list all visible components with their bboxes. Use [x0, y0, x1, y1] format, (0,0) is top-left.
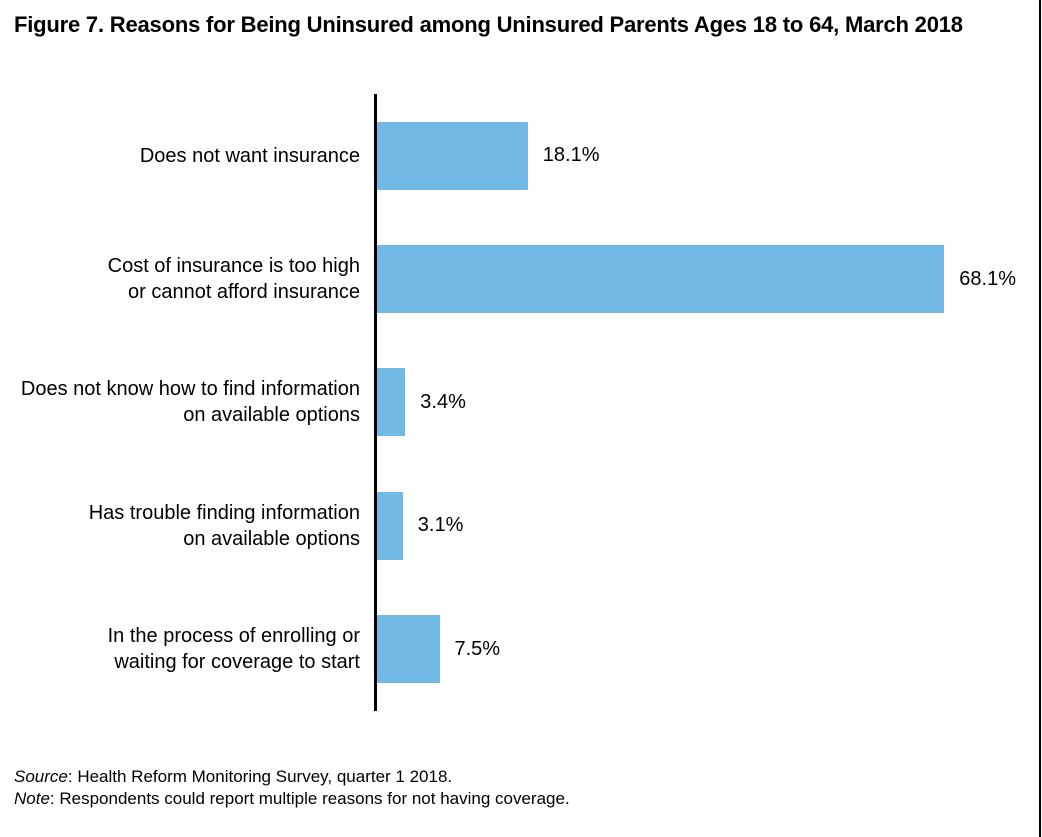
chart-row: Has trouble finding information on avail…: [0, 464, 1038, 587]
bar: [377, 615, 440, 684]
source-line: Source: Health Reform Monitoring Survey,…: [14, 766, 570, 788]
category-label: Does not know how to find information on…: [20, 378, 360, 427]
value-label: 18.1%: [542, 144, 600, 167]
value-label: 7.5%: [454, 637, 501, 660]
figure-footer: Source: Health Reform Monitoring Survey,…: [14, 766, 570, 810]
category-label: Has trouble finding information on avail…: [88, 501, 360, 550]
value-label: 3.4%: [420, 390, 466, 413]
bar-strip: 7.5%: [377, 588, 500, 711]
chart-row: Cost of insurance is too high or cannot …: [0, 217, 1038, 340]
bar-strip: 18.1%: [377, 94, 600, 217]
category-label: In the process of enrolling or waiting f…: [107, 625, 360, 674]
value-label: 68.1%: [959, 267, 1017, 290]
chart-row: Does not know how to find information on…: [0, 341, 1038, 464]
figure-title: Figure 7. Reasons for Being Uninsured am…: [14, 12, 963, 37]
category-label: Cost of insurance is too high or cannot …: [107, 255, 360, 304]
source-text: : Health Reform Monitoring Survey, quart…: [67, 767, 453, 786]
note-text: : Respondents could report multiple reas…: [49, 789, 570, 808]
bar-strip: 3.4%: [377, 341, 466, 464]
value-label: 3.1%: [417, 514, 464, 537]
page-right-border: [1039, 0, 1041, 837]
note-line: Note: Respondents could report multiple …: [14, 788, 570, 810]
chart-row: Does not want insurance 18.1%: [0, 94, 1038, 217]
bar-strip: 3.1%: [377, 464, 463, 587]
bar: [377, 368, 406, 437]
bar: [377, 245, 945, 314]
bar: [377, 121, 528, 190]
note-word: Note: [14, 789, 50, 808]
bar-strip: 68.1%: [377, 217, 1016, 340]
source-word: Source: [14, 767, 68, 786]
category-label: Does not want insurance: [139, 144, 360, 167]
bar: [377, 491, 403, 560]
bar-chart: Does not want insurance 18.1% Cost of in…: [0, 94, 1038, 711]
y-axis-line: [374, 94, 377, 711]
chart-row: In the process of enrolling or waiting f…: [0, 588, 1038, 711]
